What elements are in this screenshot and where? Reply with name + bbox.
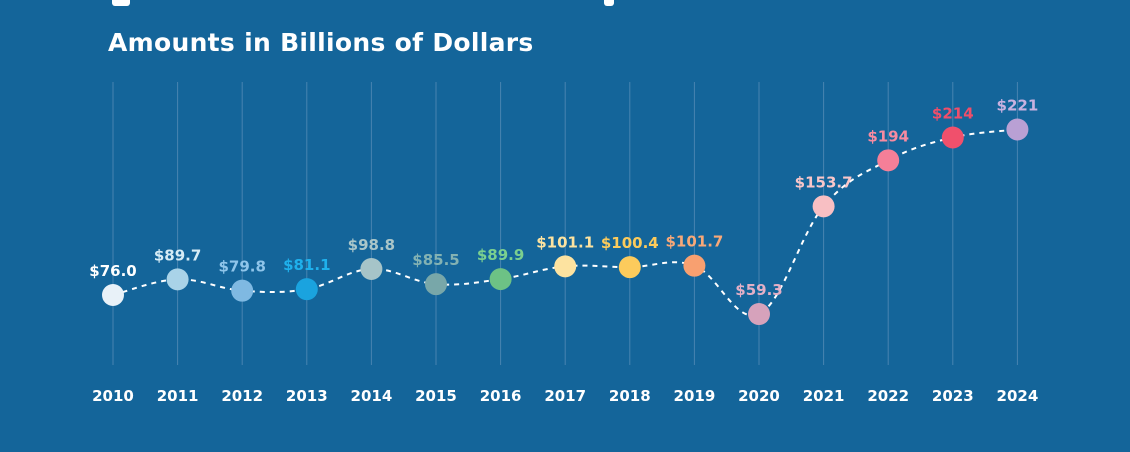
x-tick-2021: 2021 [803, 387, 845, 405]
point-2020 [748, 303, 770, 326]
point-2012 [231, 279, 254, 302]
data-label-2012: $79.8 [218, 258, 265, 276]
point-2022 [877, 149, 900, 172]
x-tick-2010: 2010 [92, 387, 134, 405]
data-label-2017: $101.1 [536, 233, 594, 251]
point-2021 [812, 195, 835, 218]
point-2019 [683, 254, 706, 277]
data-label-2024: $221 [997, 96, 1039, 114]
chart-subtitle: Amounts in Billions of Dollars [108, 28, 534, 57]
data-label-2016: $89.9 [477, 246, 524, 264]
cut-off-title-fragment [0, 0, 1130, 8]
x-tick-2011: 2011 [157, 387, 199, 405]
point-2024 [1006, 118, 1029, 141]
data-label-2018: $100.4 [601, 234, 659, 252]
x-tick-2016: 2016 [480, 387, 522, 405]
point-2023 [941, 126, 964, 149]
point-2014 [360, 257, 383, 280]
data-label-2020: $59.3 [735, 281, 782, 299]
data-label-2015: $85.5 [412, 251, 459, 269]
x-tick-2020: 2020 [738, 387, 780, 405]
data-label-2013: $81.1 [283, 256, 330, 274]
data-label-2022: $194 [867, 127, 909, 145]
x-tick-2012: 2012 [221, 387, 263, 405]
x-tick-2014: 2014 [351, 387, 393, 405]
x-tick-2013: 2013 [286, 387, 328, 405]
point-2015 [425, 273, 447, 296]
x-tick-2017: 2017 [544, 387, 586, 405]
data-label-2010: $76.0 [89, 262, 136, 280]
x-tick-2024: 2024 [997, 387, 1039, 405]
point-2018 [618, 256, 641, 279]
data-label-2021: $153.7 [795, 173, 853, 191]
point-2016 [489, 268, 512, 291]
x-tick-2023: 2023 [932, 387, 974, 405]
point-2017 [554, 255, 577, 278]
data-label-2023: $214 [932, 104, 974, 122]
point-2010 [102, 284, 124, 306]
x-tick-2015: 2015 [415, 387, 457, 405]
point-2011 [166, 268, 189, 291]
data-label-2011: $89.7 [154, 246, 201, 264]
data-label-2019: $101.7 [665, 233, 723, 251]
point-2013 [295, 278, 318, 301]
data-label-2014: $98.8 [348, 236, 395, 254]
x-tick-2022: 2022 [867, 387, 909, 405]
x-tick-2019: 2019 [674, 387, 716, 405]
x-tick-2018: 2018 [609, 387, 651, 405]
